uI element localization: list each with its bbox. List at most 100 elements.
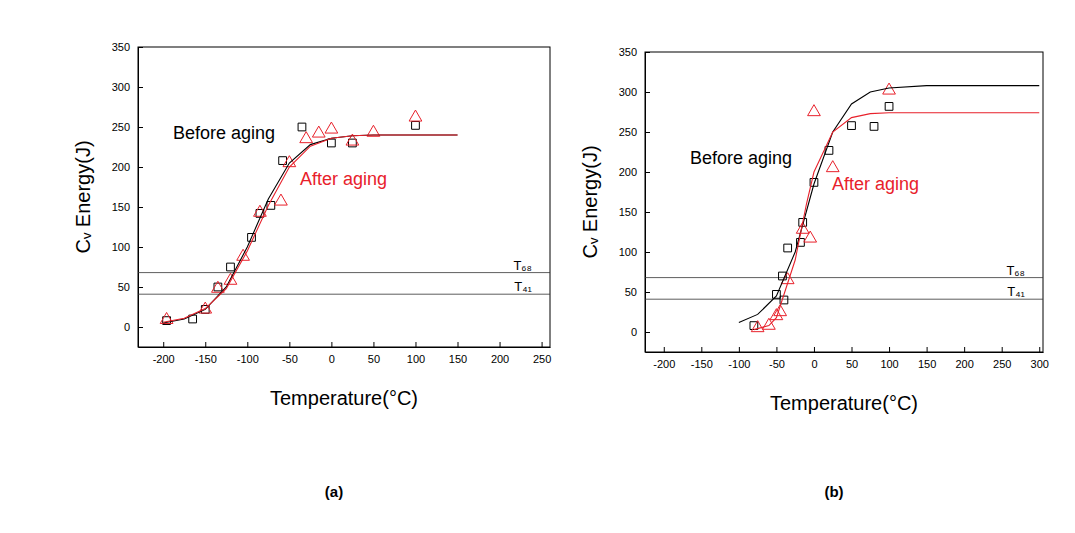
x-tick-mark [927,347,928,352]
background [0,0,1075,533]
x-tick-label: 200 [955,358,973,370]
reference-line [138,272,550,273]
y-tick: 50 [118,281,143,293]
x-tick-mark [814,347,815,352]
y-tick-label: 100 [112,241,130,253]
x-tick-label: -150 [195,353,217,365]
y-axis: 050100150200250300350 [619,46,650,352]
y-tick-mark [138,207,143,208]
plot-frame [645,52,1043,352]
fit-curve [163,135,457,323]
y-tick: 150 [619,206,650,218]
data-point [804,231,817,242]
x-tick-label: 50 [846,358,858,370]
x-tick-label: 250 [533,353,551,365]
x-tick-mark [289,342,290,347]
y-tick-label: 0 [631,326,637,338]
y-tick-mark [138,247,143,248]
y-tick: 250 [619,126,650,138]
data-point [870,123,878,131]
plot-area [138,110,550,324]
panel-caption: (b) [824,483,843,500]
y-tick-mark [645,292,650,293]
x-tick-label: 200 [491,353,509,365]
y-tick-mark [138,167,143,168]
x-tick-label: 250 [993,358,1011,370]
fit-curve [754,113,1039,330]
y-tick: 0 [124,321,143,333]
y-tick: 350 [619,46,650,58]
x-tick: -100 [237,342,259,365]
y-tick-mark [138,327,143,328]
data-point [325,122,338,133]
fit-curve [739,86,1039,323]
data-point [784,244,792,252]
x-tick: 250 [993,347,1011,370]
x-tick: 300 [1031,347,1049,370]
x-tick: -200 [153,342,175,365]
x-tick: 250 [533,342,551,365]
x-tick: -150 [691,347,713,370]
x-tick-mark [373,342,374,347]
y-tick-label: 250 [112,121,130,133]
y-tick: 100 [619,246,650,258]
reference-line [645,299,1043,300]
y-axis-line [138,48,139,348]
x-tick: 0 [811,347,817,370]
y-tick-label: 250 [619,126,637,138]
x-axis-title: Temperature(°C) [770,392,918,414]
data-point [848,122,856,130]
x-tick-label: 50 [368,353,380,365]
y-tick-mark [138,287,143,288]
x-tick: 50 [368,342,380,365]
reference-line [138,294,550,295]
x-tick-label: -100 [728,358,750,370]
y-axis-title: Cᵥ Energy(J) [579,145,601,258]
x-tick: 200 [955,347,973,370]
x-tick-mark [701,347,702,352]
x-tick-mark [331,342,332,347]
x-tick: -50 [769,347,785,370]
y-tick-label: 100 [619,246,637,258]
series-label: After aging [832,174,919,194]
y-tick-mark [645,172,650,173]
x-tick-label: -150 [691,358,713,370]
y-tick-label: 300 [619,86,637,98]
x-tick-mark [415,342,416,347]
data-point [227,263,235,271]
data-point [808,105,821,116]
x-tick-mark [852,347,853,352]
x-tick-mark [542,342,543,347]
x-tick-mark [1039,347,1040,352]
x-tick-mark [458,342,459,347]
y-tick-label: 50 [625,286,637,298]
plot-area [645,83,1043,332]
reference-line-label: T₄₁ [514,279,532,294]
y-tick-mark [645,252,650,253]
x-axis-line [646,352,1044,353]
y-tick: 300 [112,81,143,93]
y-axis-line [645,53,646,353]
data-point [214,283,222,291]
reference-line-label: T₆₈ [1006,263,1025,278]
y-tick: 300 [619,86,650,98]
x-tick-label: -200 [153,353,175,365]
data-point [885,103,893,111]
data-point [283,156,296,167]
x-tick-mark [776,347,777,352]
x-tick: 100 [880,347,898,370]
x-axis: -200-150-100-50050100150200250300 [646,347,1049,370]
y-tick-label: 350 [112,41,130,53]
x-tick: 150 [449,342,467,365]
y-tick: 150 [112,201,143,213]
y-tick-mark [138,47,143,48]
series-label: Before aging [690,148,792,168]
data-point [751,321,764,332]
x-tick: -150 [195,342,217,365]
x-tick-mark [205,342,206,347]
x-tick: 100 [407,342,425,365]
x-tick-label: -50 [282,353,298,365]
y-tick: 200 [112,161,143,173]
y-tick-label: 150 [619,206,637,218]
reference-line-label: T₆₈ [513,258,532,273]
